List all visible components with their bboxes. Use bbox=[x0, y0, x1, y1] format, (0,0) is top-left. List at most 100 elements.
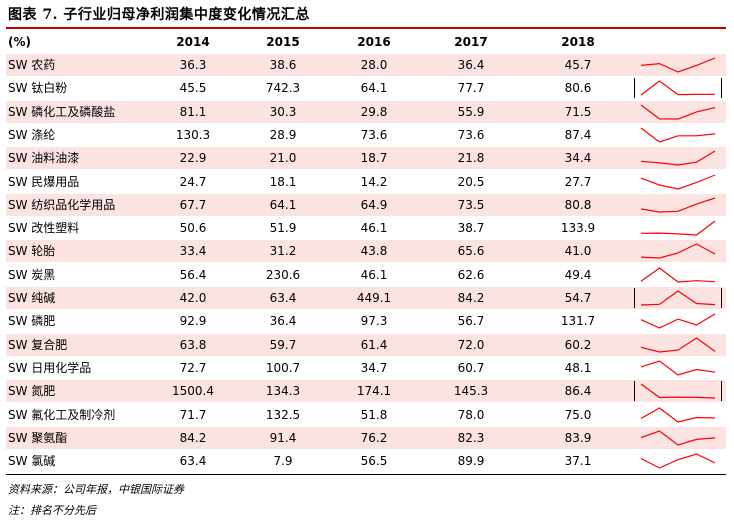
value-cell: 82.3 bbox=[457, 430, 485, 445]
value-cell: 14.2 bbox=[360, 174, 388, 189]
sparkline-trend bbox=[640, 383, 716, 399]
value-cell: 71.5 bbox=[564, 104, 592, 119]
value-cell: 97.3 bbox=[360, 314, 388, 329]
table-row: SW 油料油漆 22.9 21.0 18.7 21.8 34.4 bbox=[6, 147, 726, 170]
value-cell: 61.4 bbox=[360, 337, 388, 352]
sparkline-trend bbox=[640, 243, 716, 259]
sparkline-trend bbox=[640, 430, 716, 446]
value-cell: 18.7 bbox=[360, 151, 388, 166]
row-label: SW 磷化工及磷酸盐 bbox=[8, 104, 116, 119]
sparkline bbox=[640, 197, 716, 213]
value-cell: 54.7 bbox=[564, 291, 592, 305]
sparkline-trend bbox=[640, 406, 716, 423]
year-header: 2014 bbox=[176, 35, 210, 49]
value-cell: 73.6 bbox=[457, 127, 485, 142]
value-cell: 28.9 bbox=[269, 127, 297, 142]
value-cell: 24.7 bbox=[179, 174, 207, 189]
table-row: SW 涤纶 130.3 28.9 73.6 73.6 87.4 bbox=[6, 124, 726, 146]
value-cell: 75.0 bbox=[564, 407, 592, 422]
page-title: 图表 7. 子行业归母净利润集中度变化情况汇总 bbox=[8, 7, 310, 23]
sparkline-trend bbox=[640, 127, 716, 143]
value-cell: 48.1 bbox=[564, 360, 592, 375]
value-cell: 63.8 bbox=[179, 337, 207, 352]
value-cell: 33.4 bbox=[179, 244, 207, 259]
table-row: SW 钛白粉 45.5 742.3 64.1 77.7 80.6 bbox=[6, 77, 726, 99]
value-cell: 56.4 bbox=[179, 267, 207, 282]
value-cell: 36.4 bbox=[269, 314, 297, 329]
sparkline-trend bbox=[640, 313, 716, 329]
sparkline-trend bbox=[640, 360, 716, 376]
row-label: SW 氮肥 bbox=[8, 384, 56, 399]
value-cell: 55.9 bbox=[457, 104, 485, 119]
title-rule bbox=[6, 27, 726, 29]
table-row: SW 改性塑料 50.6 51.9 46.1 38.7 133.9 bbox=[6, 217, 726, 239]
value-cell: 133.9 bbox=[560, 221, 596, 236]
row-label: SW 油料油漆 bbox=[8, 151, 80, 166]
value-cell: 83.9 bbox=[564, 430, 592, 445]
row-label: SW 日用化学品 bbox=[8, 360, 92, 375]
value-cell: 174.1 bbox=[356, 384, 392, 399]
table-bottom-rule bbox=[6, 474, 726, 475]
row-label: SW 民爆用品 bbox=[8, 174, 80, 189]
value-cell: 50.6 bbox=[179, 221, 207, 236]
value-cell: 130.3 bbox=[175, 127, 211, 142]
sparkline bbox=[640, 243, 716, 259]
value-cell: 7.9 bbox=[273, 454, 293, 469]
value-cell: 38.6 bbox=[269, 58, 297, 72]
value-cell: 63.4 bbox=[269, 291, 297, 305]
value-cell: 29.8 bbox=[360, 104, 388, 119]
value-cell: 77.7 bbox=[457, 81, 485, 96]
row-label: SW 改性塑料 bbox=[8, 221, 80, 236]
table-row: SW 聚氨酯 84.2 91.4 76.2 82.3 83.9 bbox=[6, 426, 726, 449]
value-cell: 41.0 bbox=[564, 244, 592, 259]
year-header: 2016 bbox=[357, 35, 391, 49]
value-cell: 45.5 bbox=[179, 81, 207, 96]
row-label: SW 磷肥 bbox=[8, 314, 56, 329]
year-header: 2018 bbox=[561, 35, 595, 49]
row-label: SW 农药 bbox=[8, 58, 56, 72]
table-row: SW 纯碱 42.0 63.4 449.1 84.2 54.7 bbox=[6, 287, 726, 309]
sparkline-trend bbox=[640, 57, 716, 73]
value-cell: 65.6 bbox=[457, 244, 485, 259]
row-label: SW 复合肥 bbox=[8, 337, 68, 352]
value-cell: 71.7 bbox=[179, 407, 207, 422]
row-label: SW 炭黑 bbox=[8, 267, 56, 282]
sparkline-trend bbox=[640, 290, 716, 306]
value-cell: 51.8 bbox=[360, 407, 388, 422]
value-cell: 1500.4 bbox=[172, 384, 214, 399]
value-cell: 134.3 bbox=[265, 384, 301, 399]
value-cell: 73.6 bbox=[360, 127, 388, 142]
value-cell: 34.4 bbox=[564, 151, 592, 166]
sparkline-trend bbox=[640, 453, 716, 469]
sparkline-trend bbox=[640, 220, 716, 236]
value-cell: 67.7 bbox=[179, 197, 207, 212]
row-label: SW 纺织品化学用品 bbox=[8, 197, 116, 212]
value-cell: 60.7 bbox=[457, 360, 485, 375]
value-cell: 36.3 bbox=[179, 58, 207, 72]
value-cell: 72.7 bbox=[179, 360, 207, 375]
table-row: SW 炭黑 56.4 230.6 46.1 62.6 49.4 bbox=[6, 264, 726, 286]
value-cell: 91.4 bbox=[269, 430, 297, 445]
value-cell: 18.1 bbox=[269, 174, 297, 189]
value-cell: 92.9 bbox=[179, 314, 207, 329]
year-header: 2015 bbox=[266, 35, 300, 49]
footnote: 注：排名不分先后 bbox=[8, 504, 96, 517]
value-cell: 31.2 bbox=[269, 244, 297, 259]
value-cell: 84.2 bbox=[179, 430, 207, 445]
value-cell: 36.4 bbox=[457, 58, 485, 72]
value-cell: 20.5 bbox=[457, 174, 485, 189]
sparkline bbox=[640, 360, 716, 376]
table-row: SW 纺织品化学用品 67.7 64.1 64.9 73.5 80.8 bbox=[6, 193, 726, 216]
row-label: SW 涤纶 bbox=[8, 127, 56, 142]
value-cell: 64.9 bbox=[360, 197, 388, 212]
row-label: SW 聚氨酯 bbox=[8, 430, 68, 445]
source-note: 资料来源：公司年报，中银国际证券 bbox=[8, 483, 184, 496]
value-cell: 56.5 bbox=[360, 454, 388, 469]
value-cell: 80.6 bbox=[564, 81, 592, 96]
table-row: SW 民爆用品 24.7 18.1 14.2 20.5 27.7 bbox=[6, 171, 726, 193]
value-cell: 46.1 bbox=[360, 221, 388, 236]
value-cell: 132.5 bbox=[265, 407, 301, 422]
row-label: SW 氯碱 bbox=[8, 454, 56, 469]
sparkline-trend bbox=[640, 80, 716, 96]
value-cell: 87.4 bbox=[564, 127, 592, 142]
